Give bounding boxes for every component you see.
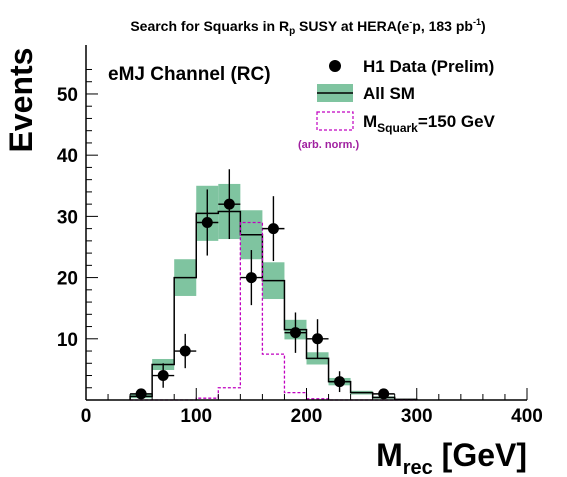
legend-signal-label: MSquark=150 GeV (363, 112, 496, 135)
data-point (174, 333, 197, 369)
x-tick-label: 300 (401, 406, 433, 427)
channel-annotation: eMJ Channel (RC) (108, 64, 271, 85)
chart-title: Search for Squarks in Rp SUSY at HERA(e-… (130, 17, 485, 37)
data-point-marker (267, 223, 279, 235)
y-tick-label: 30 (57, 207, 78, 228)
x-axis-label: Mrec [GeV] (376, 437, 527, 477)
x-tick-label: 400 (511, 406, 543, 427)
legend-signal-swatch (316, 111, 354, 131)
data-point (306, 319, 329, 359)
y-tick-label: 50 (57, 85, 78, 106)
legend-data-label: H1 Data (Prelim) (363, 57, 494, 76)
data-points (130, 169, 395, 400)
data-point-marker (378, 388, 390, 400)
data-point (262, 196, 285, 262)
x-tick-label: 100 (180, 406, 212, 427)
data-point (328, 371, 351, 393)
legend: H1 Data (Prelim) All SM MSquark=150 GeV … (298, 57, 496, 151)
data-point (152, 363, 175, 388)
x-tick-label: 0 (81, 406, 92, 427)
y-tick-label: 40 (57, 146, 78, 167)
data-point-marker (245, 272, 257, 284)
data-point-marker (157, 370, 169, 382)
y-tick-label: 20 (57, 269, 78, 290)
data-point-marker (289, 327, 301, 339)
data-point (240, 250, 263, 306)
data-point (218, 169, 241, 240)
rp-symbol: R (279, 18, 289, 34)
legend-data-marker (329, 60, 341, 72)
axes: 10 20 30 40 50 0 100 200 300 400 (57, 45, 543, 427)
data-point (130, 388, 153, 400)
data-point-marker (179, 345, 191, 357)
data-point-marker (312, 333, 324, 345)
y-tick-label: 10 (57, 330, 78, 351)
data-point-marker (201, 217, 213, 228)
data-point (372, 388, 395, 400)
data-point (284, 312, 307, 353)
data-point-marker (334, 376, 346, 388)
x-tick-label: 200 (291, 406, 323, 427)
y-axis-label: Events (3, 48, 39, 153)
legend-signal-note: (arb. norm.) (298, 139, 359, 151)
legend-sm-label: All SM (363, 84, 415, 103)
data-point-marker (223, 198, 235, 210)
data-point (196, 189, 219, 256)
data-point-marker (135, 388, 147, 400)
